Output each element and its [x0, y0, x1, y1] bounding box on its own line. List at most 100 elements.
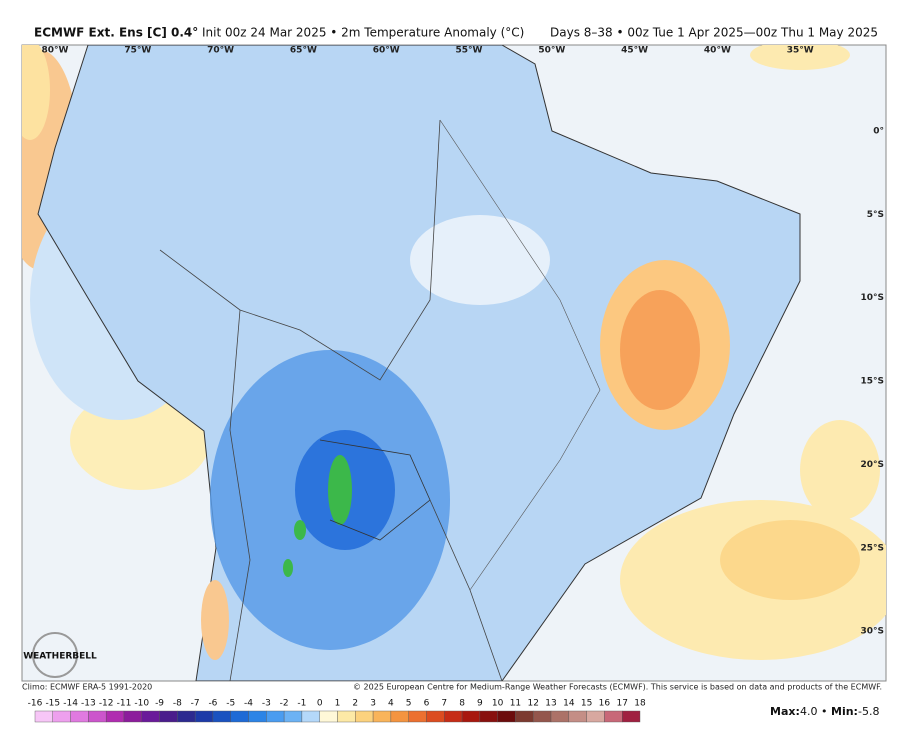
longitude-label: 45°W [621, 46, 648, 56]
colorbar-label: -13 [81, 699, 96, 709]
colorbar-swatch [123, 710, 142, 723]
colorbar-label: 6 [424, 699, 430, 709]
longitude-label: 70°W [207, 46, 234, 56]
colorbar-swatch [319, 710, 338, 723]
colorbar-label: 9 [477, 699, 483, 709]
colorbar-label: 17 [616, 699, 627, 709]
climo-text: Climo: ECMWF ERA-5 1991-2020 [22, 683, 152, 692]
latitude-label: 30°S [860, 627, 884, 637]
colorbar-label: -16 [28, 699, 43, 709]
longitude-label: 40°W [704, 46, 731, 56]
colorbar-label: 3 [370, 699, 376, 709]
colorbar-swatch [355, 710, 374, 723]
colorbar-swatch [230, 710, 249, 723]
colorbar-swatch [550, 710, 570, 723]
colorbar-swatch [141, 710, 160, 723]
longitude-label: 35°W [787, 46, 814, 56]
border [229, 309, 251, 681]
colorbar-label: 15 [581, 699, 592, 709]
colorbar-swatch [266, 710, 285, 723]
colorbar-label: -15 [45, 699, 60, 709]
colorbar-swatch [194, 710, 214, 723]
colorbar-label: -3 [262, 699, 271, 709]
colorbar-label: -5 [226, 699, 235, 709]
colorbar-swatch [604, 710, 623, 723]
map: WEATHERBELL [21, 44, 887, 682]
colorbar-label: -9 [155, 699, 164, 709]
title: ECMWF Ext. Ens [C] 0.4° [34, 26, 198, 40]
colorbar-label: 7 [441, 699, 447, 709]
colorbar-label: 8 [459, 699, 465, 709]
neutral-area [410, 215, 550, 305]
colorbar-label: -14 [63, 699, 78, 709]
border [159, 119, 441, 381]
colorbar-swatch [444, 710, 463, 723]
colorbar-label: -8 [173, 699, 182, 709]
longitude-label: 80°W [42, 46, 69, 56]
latitude-label: 0° [873, 127, 884, 137]
colorbar-swatch [533, 710, 552, 723]
logo-text: WEATHERBELL [23, 652, 97, 662]
max-value: 4.0 [800, 705, 818, 718]
latitude-label: 20°S [860, 460, 884, 470]
min-label: Min: [831, 705, 858, 718]
longitude-label: 55°W [456, 46, 483, 56]
colorbar-swatch [52, 710, 71, 723]
colorbar-label: 12 [528, 699, 539, 709]
colorbar-swatch [159, 710, 178, 723]
longitude-label: 60°W [373, 46, 400, 56]
warm-anomaly [201, 580, 229, 660]
colorbar-swatch [248, 710, 267, 723]
colorbar-label: 1 [335, 699, 341, 709]
copyright-text: © 2025 European Centre for Medium-Range … [353, 683, 882, 692]
separator: • [821, 705, 828, 718]
colorbar-label: -7 [191, 699, 200, 709]
colorbar-swatch [177, 710, 196, 723]
warm-anomaly [750, 45, 850, 70]
colorbar-swatch [497, 710, 516, 723]
colorbar-swatch [586, 710, 605, 723]
colorbar: -16 -15 -14 -13 -12 -11 -10 -9 -8 -7 -6 -5 -4 -3 -2 -1 0… [28, 699, 646, 723]
colorbar-swatch [212, 710, 231, 723]
colorbar-swatch [105, 710, 125, 723]
border [439, 119, 601, 591]
colorbar-swatch [337, 710, 356, 723]
valid-text: Days 8–38 • 00z Tue 1 Apr 2025—00z Thu 1… [550, 26, 878, 40]
colorbar-swatch [461, 710, 481, 723]
init-text: Init 00z 24 Mar 2025 • 2m Temperature An… [202, 26, 524, 40]
warm-anomaly [720, 520, 860, 600]
colorbar-swatch [34, 710, 53, 723]
colorbar-label: -2 [280, 699, 289, 709]
colorbar-swatch [568, 710, 587, 723]
longitude-label: 75°W [124, 46, 151, 56]
colorbar-swatch [372, 710, 392, 723]
latitude-label: 15°S [860, 377, 884, 387]
colorbar-label: -12 [99, 699, 114, 709]
colorbar-label: -10 [134, 699, 149, 709]
colorbar-swatch [622, 710, 641, 723]
latitude-label: 10°S [860, 293, 884, 303]
colorbar-swatch [88, 710, 107, 723]
colorbar-label: -1 [297, 699, 306, 709]
colorbar-swatch [408, 710, 427, 723]
colorbar-swatch [283, 710, 303, 723]
colorbar-label: 18 [634, 699, 646, 709]
colorbar-label: 10 [492, 699, 504, 709]
cold-core [328, 455, 352, 525]
colorbar-label: 2 [352, 699, 358, 709]
colorbar-swatch [301, 710, 320, 723]
latitude-label: 25°S [860, 543, 884, 553]
cold-core [294, 520, 306, 540]
longitude-label: 65°W [290, 46, 317, 56]
latitude-label: 5°S [867, 210, 884, 220]
colorbar-swatch [426, 710, 445, 723]
colorbar-swatch [390, 710, 409, 723]
colorbar-swatch [70, 710, 89, 723]
colorbar-label: 13 [545, 699, 556, 709]
colorbar-label: -11 [117, 699, 132, 709]
colorbar-label: 11 [510, 699, 521, 709]
warm-anomaly [22, 45, 50, 140]
colorbar-label: 0 [317, 699, 323, 709]
colorbar-label: 14 [563, 699, 575, 709]
